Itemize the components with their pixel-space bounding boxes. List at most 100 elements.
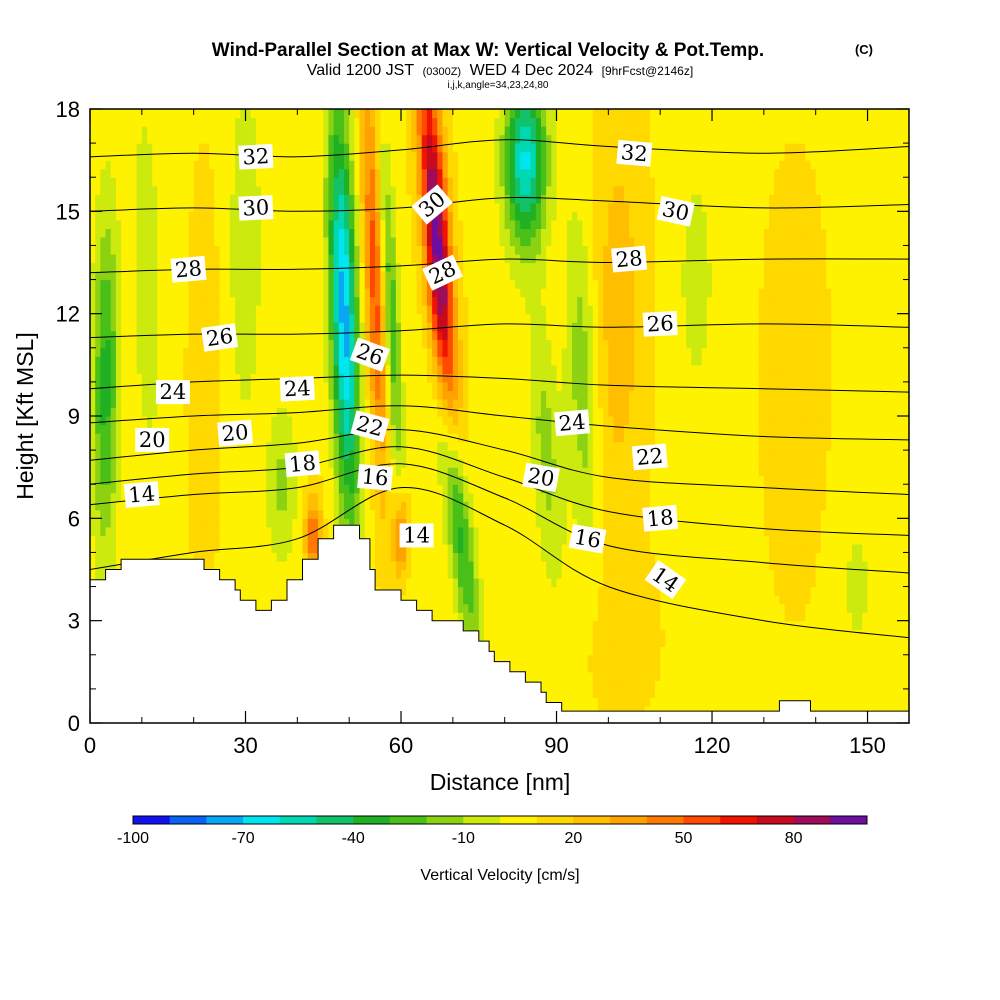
w-cell bbox=[261, 219, 267, 229]
w-cell bbox=[261, 177, 267, 187]
w-cell bbox=[354, 373, 361, 383]
w-cell bbox=[250, 484, 257, 494]
w-cell bbox=[406, 347, 412, 357]
w-cell bbox=[235, 228, 241, 238]
w-cell bbox=[338, 475, 345, 485]
w-cell bbox=[193, 484, 200, 494]
w-cell bbox=[395, 151, 402, 161]
w-cell bbox=[167, 143, 174, 153]
w-cell bbox=[115, 117, 122, 127]
w-cell bbox=[105, 313, 112, 323]
w-cell bbox=[172, 501, 179, 511]
w-cell bbox=[385, 330, 392, 340]
w-cell bbox=[432, 467, 438, 477]
w-cell bbox=[219, 305, 226, 315]
w-cell bbox=[250, 509, 257, 519]
w-cell bbox=[286, 228, 293, 238]
w-cell bbox=[121, 339, 127, 349]
w-cell bbox=[286, 236, 293, 247]
w-cell bbox=[390, 381, 397, 392]
w-cell bbox=[302, 262, 309, 272]
w-cell bbox=[198, 117, 205, 127]
w-cell bbox=[162, 339, 169, 349]
w-cell bbox=[375, 253, 381, 264]
w-cell bbox=[235, 373, 241, 383]
w-cell bbox=[406, 492, 412, 502]
w-cell bbox=[390, 168, 397, 178]
w-cell bbox=[209, 271, 215, 281]
w-cell bbox=[198, 211, 205, 221]
w-cell bbox=[198, 398, 205, 409]
w-cell bbox=[281, 586, 288, 596]
w-cell bbox=[375, 509, 381, 519]
w-cell bbox=[318, 185, 324, 195]
w-cell bbox=[442, 330, 449, 340]
w-cell bbox=[364, 219, 371, 229]
w-cell bbox=[385, 373, 392, 383]
w-cell bbox=[364, 381, 371, 392]
w-cell bbox=[318, 143, 324, 153]
w-cell bbox=[198, 151, 205, 161]
w-cell bbox=[343, 458, 350, 468]
w-cell bbox=[90, 569, 96, 579]
w-cell bbox=[390, 143, 397, 153]
w-cell bbox=[105, 492, 112, 502]
w-cell bbox=[214, 202, 221, 212]
w-cell bbox=[416, 296, 423, 306]
w-cell bbox=[307, 416, 314, 426]
w-cell bbox=[343, 339, 350, 349]
w-cell bbox=[421, 322, 428, 332]
w-cell bbox=[395, 526, 402, 536]
w-cell bbox=[442, 433, 449, 443]
w-cell bbox=[198, 236, 205, 247]
w-cell bbox=[276, 535, 283, 545]
w-cell bbox=[442, 475, 449, 485]
w-cell bbox=[364, 109, 371, 119]
w-cell bbox=[364, 126, 371, 136]
w-cell bbox=[240, 271, 247, 281]
w-cell bbox=[286, 535, 293, 545]
w-cell bbox=[297, 552, 304, 562]
w-cell bbox=[286, 518, 293, 528]
w-cell bbox=[209, 279, 215, 289]
w-cell bbox=[359, 117, 366, 127]
w-cell bbox=[209, 535, 215, 545]
w-cell bbox=[193, 356, 200, 366]
w-cell bbox=[100, 492, 107, 502]
w-cell bbox=[432, 433, 438, 443]
w-cell bbox=[442, 185, 449, 195]
w-cell bbox=[437, 177, 444, 187]
w-cell bbox=[105, 228, 112, 238]
w-cell bbox=[286, 160, 293, 170]
w-cell bbox=[266, 518, 273, 528]
w-cell bbox=[141, 168, 148, 178]
w-cell bbox=[349, 143, 355, 153]
w-cell bbox=[385, 134, 392, 144]
w-cell bbox=[115, 501, 122, 511]
w-cell bbox=[152, 160, 158, 170]
w-cell bbox=[219, 475, 226, 485]
w-cell bbox=[292, 407, 298, 417]
w-cell bbox=[307, 543, 314, 554]
w-cell bbox=[229, 373, 236, 383]
w-cell bbox=[281, 433, 288, 443]
w-cell bbox=[188, 347, 195, 357]
w-cell bbox=[421, 603, 428, 613]
w-cell bbox=[229, 109, 236, 119]
w-cell bbox=[229, 535, 236, 545]
w-cell bbox=[375, 305, 381, 315]
w-cell bbox=[157, 458, 164, 468]
w-cell bbox=[235, 143, 241, 153]
w-cell bbox=[276, 475, 283, 485]
w-cell bbox=[224, 185, 231, 195]
w-cell bbox=[235, 441, 241, 451]
w-cell bbox=[292, 168, 298, 178]
w-cell bbox=[375, 271, 381, 281]
w-cell bbox=[281, 467, 288, 477]
w-cell bbox=[115, 228, 122, 238]
w-cell bbox=[442, 560, 449, 571]
w-cell bbox=[338, 194, 345, 204]
w-cell bbox=[437, 168, 444, 178]
w-cell bbox=[121, 501, 127, 511]
w-cell bbox=[354, 458, 361, 468]
